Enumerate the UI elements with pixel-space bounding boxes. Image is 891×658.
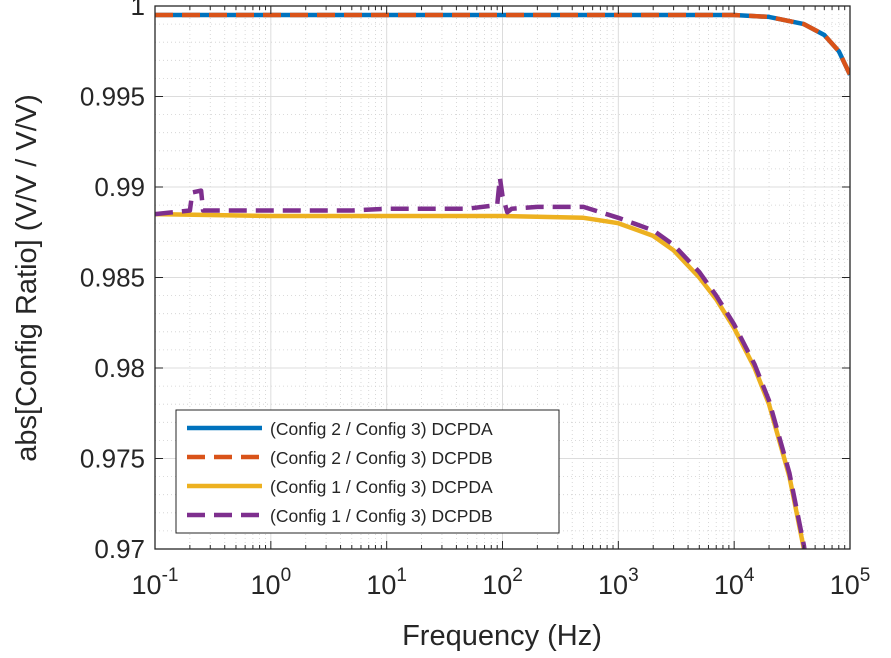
x-tick-label: 100 <box>251 565 292 600</box>
legend-box <box>175 409 560 534</box>
x-tick-label: 104 <box>714 565 755 600</box>
x-tick-base: 10 <box>366 570 396 600</box>
x-tick-exponent: 3 <box>628 565 639 586</box>
y-tick-label: 0.995 <box>80 82 145 112</box>
legend-label: (Config 2 / Config 3) DCPDB <box>270 448 493 468</box>
y-tick-label: 0.98 <box>94 353 145 383</box>
x-tick-labels: 10-1 100 101 102 103 104 105 <box>132 565 871 600</box>
series-line-4 <box>155 175 807 549</box>
legend: (Config 2 / Config 3) DCPDA (Config 2 / C… <box>175 409 560 534</box>
y-tick-labels: 0.97 0.975 0.98 0.985 0.99 0.995 1 <box>80 0 145 564</box>
x-tick-label: 101 <box>366 565 407 600</box>
x-tick-base: 10 <box>132 570 162 600</box>
x-tick-exponent: 5 <box>860 565 871 586</box>
x-tick-exponent: 2 <box>512 565 523 586</box>
x-tick-base: 10 <box>598 570 628 600</box>
x-tick-label: 103 <box>598 565 639 600</box>
x-axis-label: Frequency (Hz) <box>402 620 602 652</box>
x-tick-exponent: -1 <box>162 565 179 586</box>
y-tick-label: 0.99 <box>94 172 145 202</box>
y-tick-label: 0.975 <box>80 444 145 474</box>
y-tick-label: 0.985 <box>80 263 145 293</box>
series-line-2 <box>155 12 850 76</box>
x-tick-exponent: 1 <box>396 565 407 586</box>
series-lines <box>155 12 850 549</box>
x-tick-label: 10-1 <box>132 565 179 600</box>
x-tick-base: 10 <box>830 570 860 600</box>
x-tick-base: 10 <box>714 570 744 600</box>
x-tick-label: 105 <box>830 565 871 600</box>
y-axis-label: abs[Config Ratio] (V/V / V/V) <box>11 94 43 461</box>
legend-label: (Config 1 / Config 3) DCPDB <box>270 506 493 526</box>
y-tick-label: 1 <box>131 0 145 21</box>
x-tick-base: 10 <box>251 570 281 600</box>
x-tick-base: 10 <box>482 570 512 600</box>
x-tick-label: 102 <box>482 565 523 600</box>
x-tick-exponent: 0 <box>281 565 292 586</box>
y-tick-label: 0.97 <box>94 534 145 564</box>
tick-marks <box>154 5 851 550</box>
x-tick-exponent: 4 <box>744 565 755 586</box>
legend-label: (Config 2 / Config 3) DCPDA <box>270 419 493 439</box>
legend-label: (Config 1 / Config 3) DCPDA <box>270 477 493 497</box>
